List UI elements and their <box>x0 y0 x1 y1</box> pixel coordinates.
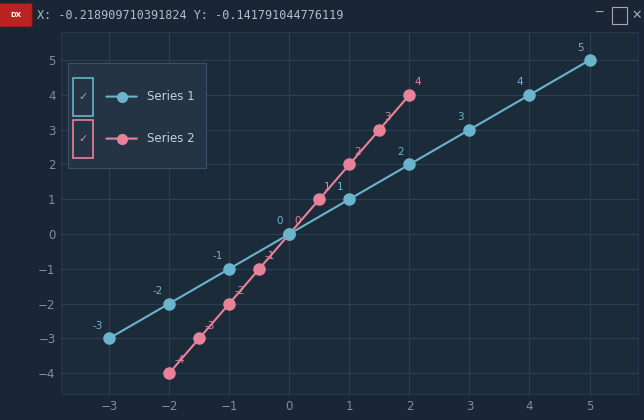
Text: 0: 0 <box>277 216 283 226</box>
Text: 3: 3 <box>384 112 391 122</box>
Text: X: -0.218909710391824 Y: -0.141791044776119: X: -0.218909710391824 Y: -0.141791044776… <box>37 9 344 21</box>
Text: -3: -3 <box>93 321 103 331</box>
Text: 4: 4 <box>414 77 421 87</box>
Text: 2: 2 <box>397 147 403 157</box>
Text: 1: 1 <box>324 181 331 192</box>
Text: -2: -2 <box>153 286 163 296</box>
Text: -2: -2 <box>234 286 245 296</box>
Text: ✓: ✓ <box>78 92 88 102</box>
Text: Series 1: Series 1 <box>147 90 194 103</box>
Bar <box>73 120 93 158</box>
Text: DX: DX <box>10 12 21 18</box>
Text: -3: -3 <box>204 321 214 331</box>
Text: ✓: ✓ <box>78 134 88 144</box>
Text: ─: ─ <box>595 6 603 19</box>
Text: 3: 3 <box>457 112 464 122</box>
Text: 0: 0 <box>294 216 301 226</box>
Text: ✕: ✕ <box>631 9 641 21</box>
Bar <box>73 78 93 116</box>
Text: 1: 1 <box>337 181 343 192</box>
Text: 2: 2 <box>354 147 361 157</box>
Text: -1: -1 <box>264 251 274 261</box>
Text: Series 2: Series 2 <box>147 132 194 145</box>
FancyBboxPatch shape <box>0 3 32 27</box>
Text: -1: -1 <box>213 251 223 261</box>
Text: 5: 5 <box>577 42 583 52</box>
Text: 4: 4 <box>517 77 524 87</box>
Bar <box>612 7 627 24</box>
Text: -4: -4 <box>174 355 184 365</box>
